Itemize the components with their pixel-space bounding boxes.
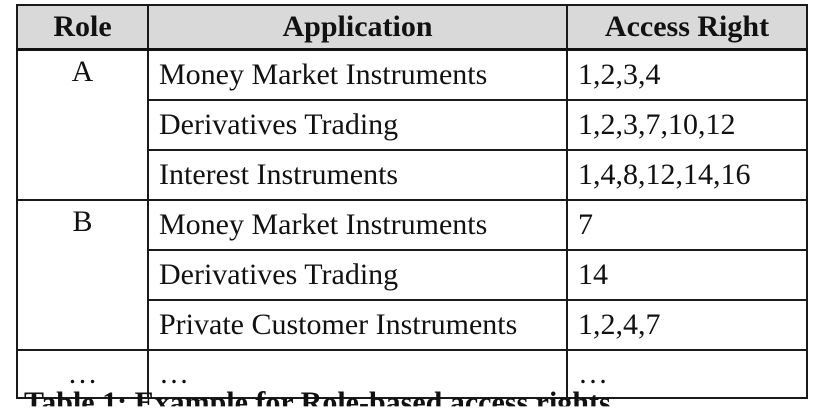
access-right-cell: 7 — [566, 199, 808, 251]
application-cell: Derivatives Trading — [147, 249, 568, 301]
access-right-cell: 1,2,3,4 — [566, 48, 808, 101]
application-cell: Derivatives Trading — [147, 99, 568, 151]
access-rights-table-container: Role Application Access Right A Money Ma… — [16, 4, 808, 399]
role-cell-a: A — [16, 48, 149, 201]
table-row: Private Customer Instruments 1,2,4,7 — [17, 299, 808, 351]
table-row: Derivatives Trading 14 — [17, 249, 808, 301]
table-row-ellipsis: … … … — [16, 349, 808, 399]
access-right-cell: 14 — [566, 249, 808, 301]
access-rights-table: Role Application Access Right A Money Ma… — [16, 4, 808, 399]
application-cell: Private Customer Instruments — [147, 299, 568, 351]
table-row: B Money Market Instruments 7 — [16, 199, 808, 351]
application-cell: Money Market Instruments — [147, 199, 568, 251]
role-cell-ellipsis: … — [16, 349, 149, 399]
application-cell: Money Market Instruments — [147, 48, 568, 101]
access-right-cell: 1,2,3,7,10,12 — [566, 99, 808, 151]
table-row: Derivatives Trading 1,2,3,7,10,12 — [17, 99, 808, 151]
role-cell-b: B — [16, 199, 149, 351]
access-right-cell: 1,2,4,7 — [566, 299, 808, 351]
application-cell-ellipsis: … — [147, 349, 568, 399]
table-row: A Money Market Instruments 1,2,3,4 — [16, 48, 808, 201]
table-caption: Table 1: Example for Role-based access r… — [24, 386, 611, 419]
access-right-cell: 1,4,8,12,14,16 — [566, 149, 808, 201]
header-access-right: Access Right — [566, 4, 808, 51]
application-cell: Interest Instruments — [147, 149, 568, 201]
table-header-row: Role Application Access Right — [16, 4, 808, 51]
header-role: Role — [16, 4, 149, 51]
header-application: Application — [147, 4, 568, 51]
access-right-cell-ellipsis: … — [566, 349, 808, 399]
table-row: Interest Instruments 1,4,8,12,14,16 — [17, 149, 808, 201]
